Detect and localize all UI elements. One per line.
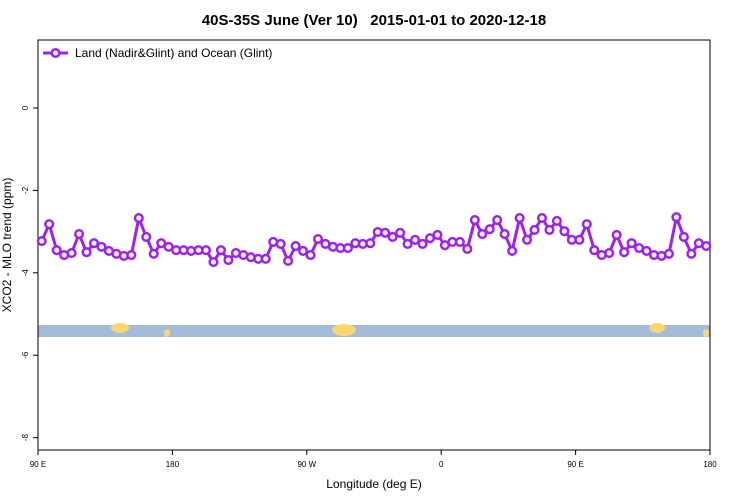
data-point (417, 238, 428, 250)
data-point (686, 248, 697, 259)
data-point (81, 247, 92, 258)
x-axis-label: Longitude (deg E) (326, 477, 421, 491)
data-point (462, 243, 473, 254)
data-point (551, 215, 562, 226)
data-point (701, 240, 712, 252)
x-tick-label: 180 (703, 460, 717, 469)
data-point (574, 234, 585, 245)
data-point (36, 236, 47, 247)
data-point (522, 234, 533, 245)
data-point (671, 212, 682, 223)
data-point (66, 247, 77, 259)
data-point (611, 229, 622, 240)
data-point (283, 255, 294, 266)
data-point (395, 227, 406, 238)
data-point (380, 227, 391, 238)
data-point (544, 224, 555, 236)
y-axis-label: XCO2 - MLO trend (ppm) (0, 178, 14, 313)
data-point (641, 245, 652, 257)
data-point (454, 236, 465, 247)
chart-title: 40S-35S June (Ver 10) 2015-01-01 to 2020… (202, 12, 546, 29)
data-point (410, 234, 421, 245)
data-point (298, 245, 309, 257)
y-tick-label: -6 (21, 351, 30, 359)
data-point (663, 248, 674, 259)
data-point (507, 245, 518, 257)
land (703, 329, 709, 337)
data-point (559, 226, 570, 237)
data-point (260, 253, 271, 264)
data-point (290, 240, 301, 252)
data-point (581, 219, 592, 230)
x-tick-label: 180 (166, 460, 180, 469)
data-point (312, 233, 324, 245)
data-point (477, 229, 488, 240)
data-point (133, 212, 144, 224)
data-point (619, 247, 630, 258)
data-point (126, 250, 137, 261)
data-point (215, 245, 226, 256)
data-point (536, 212, 548, 224)
data-point (499, 229, 510, 240)
data-point (432, 229, 443, 240)
map-strip (38, 323, 710, 337)
ocean-band (38, 325, 710, 337)
x-tick-label: 90 W (297, 460, 316, 469)
data-point (96, 241, 107, 252)
data-point (223, 254, 234, 266)
data-point (484, 224, 495, 235)
data-point (51, 245, 62, 256)
data-point (678, 231, 689, 243)
data-point (44, 219, 55, 230)
legend-marker (50, 47, 61, 59)
data-point (88, 238, 100, 249)
data-point (529, 224, 540, 236)
y-tick-label: -8 (21, 434, 30, 442)
data-point (469, 215, 480, 226)
data-point (148, 248, 159, 259)
x-tick-label: 90 E (30, 460, 46, 469)
land (111, 323, 129, 333)
x-tick-label: 90 E (567, 460, 583, 469)
data-point (514, 212, 525, 224)
data-point (342, 243, 353, 254)
data-point (492, 215, 503, 226)
y-tick-label: 0 (21, 105, 30, 110)
data-point (365, 238, 376, 249)
x-tick-label: 0 (439, 460, 444, 469)
data-point (305, 250, 316, 261)
data-point (141, 231, 152, 243)
data-point (275, 238, 286, 250)
data-point (589, 245, 600, 256)
legend-label: Land (Nadir&Glint) and Ocean (Glint) (75, 46, 272, 60)
land (332, 324, 356, 336)
data-point (387, 231, 398, 243)
land (649, 323, 665, 333)
data-point (156, 238, 167, 249)
data-point (200, 245, 212, 256)
data-point (74, 229, 85, 240)
data-point (626, 238, 637, 249)
land (164, 329, 170, 337)
y-tick-label: -2 (21, 186, 30, 194)
data-point (604, 247, 615, 259)
data-point (208, 257, 219, 268)
data-point (402, 238, 413, 250)
y-tick-label: -4 (21, 269, 30, 277)
